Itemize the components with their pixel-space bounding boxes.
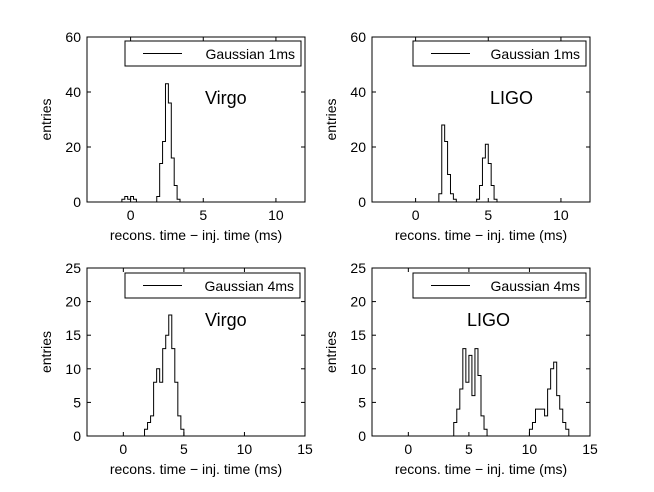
panel-4-ytick-label: 25 <box>350 260 366 276</box>
panel-4-xtick-label: 5 <box>465 441 473 457</box>
panel-4-xtick-label: 0 <box>404 441 412 457</box>
panel-4-axes-frame <box>371 267 591 437</box>
panel-2-ytick-label: 60 <box>350 29 366 45</box>
panel-1-xtick-label: 5 <box>199 207 207 223</box>
panel-3-ytick-label: 10 <box>65 361 81 377</box>
panel-1-ylabel: entries <box>38 98 54 140</box>
panel-4-legend-label: Gaussian 4ms <box>491 278 580 294</box>
panel-3-ytick-label: 25 <box>65 260 81 276</box>
panel-3-histogram <box>144 314 185 436</box>
panel-2-xtick-label: 10 <box>553 207 569 223</box>
panel-3-xtick-label: 10 <box>237 441 253 457</box>
panel-4-ytick-label: 10 <box>350 361 366 377</box>
panel-3-ytick-label: 5 <box>73 394 81 410</box>
panel-3-xtick-label: 5 <box>180 441 188 457</box>
panel-4-xlabel: recons. time − inj. time (ms) <box>395 461 567 477</box>
panel-1-xtick-label: 0 <box>127 207 135 223</box>
panel-2-annotation: LIGO <box>490 88 533 108</box>
panel-3-annotation: Virgo <box>205 310 247 330</box>
panel-3-xlabel: recons. time − inj. time (ms) <box>110 461 282 477</box>
panel-3-axes-frame <box>86 267 306 437</box>
panel-4-histogram <box>453 348 570 436</box>
panel-2-ytick-label: 0 <box>358 194 366 210</box>
panel-4-ytick-label: 15 <box>350 327 366 343</box>
panel-4-ytick-label: 0 <box>358 428 366 444</box>
panel-4-ylabel: entries <box>323 331 339 373</box>
panel-1-ytick-label: 20 <box>65 139 81 155</box>
panel-2-xlabel: recons. time − inj. time (ms) <box>395 227 567 243</box>
panel-2-axes-frame <box>371 36 591 203</box>
panel-3-legend-label: Gaussian 4ms <box>205 278 294 294</box>
panel-1-xtick-label: 10 <box>268 207 284 223</box>
panel-1-axes-frame <box>86 36 306 203</box>
panel-2-ylabel: entries <box>323 98 339 140</box>
panel-1-ytick-label: 60 <box>65 29 81 45</box>
panel-1-ytick-label: 40 <box>65 84 81 100</box>
panel-3-xtick-label: 0 <box>119 441 127 457</box>
panel-2-xtick-label: 0 <box>412 207 420 223</box>
panel-3-ytick-label: 0 <box>73 428 81 444</box>
panel-3-ylabel: entries <box>38 331 54 373</box>
panel-1-legend-label: Gaussian 1ms <box>206 46 295 62</box>
panel-2-legend-label: Gaussian 1ms <box>491 46 580 62</box>
panel-4-ytick-label: 20 <box>350 294 366 310</box>
panel-2-ytick-label: 20 <box>350 139 366 155</box>
panel-1-annotation: Virgo <box>205 88 247 108</box>
panel-1-xlabel: recons. time − inj. time (ms) <box>110 227 282 243</box>
panel-2-ytick-label: 40 <box>350 84 366 100</box>
panel-4-ytick-label: 5 <box>358 394 366 410</box>
panel-1-ytick-label: 0 <box>73 194 81 210</box>
panel-2-xtick-label: 5 <box>484 207 492 223</box>
panel-4-xtick-label: 15 <box>582 441 598 457</box>
panel-3-ytick-label: 15 <box>65 327 81 343</box>
panel-4-annotation: LIGO <box>467 310 510 330</box>
panel-3-xtick-label: 15 <box>297 441 313 457</box>
panel-3-ytick-label: 20 <box>65 294 81 310</box>
panel-4-xtick-label: 10 <box>522 441 538 457</box>
panel-2-histogram <box>438 124 498 202</box>
panel-1-histogram <box>121 83 181 202</box>
